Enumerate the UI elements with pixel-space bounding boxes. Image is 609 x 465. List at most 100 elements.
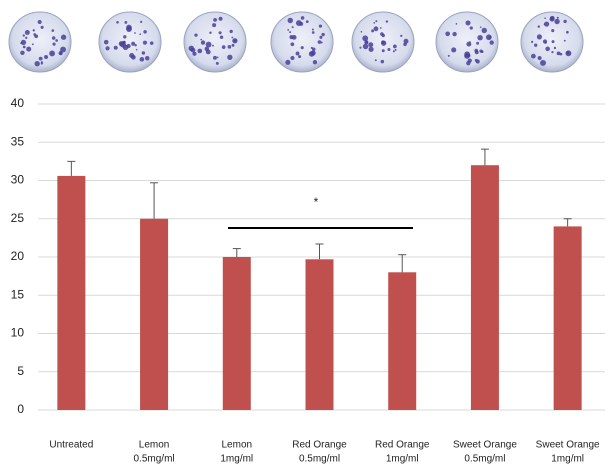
colony xyxy=(448,55,450,57)
y-tick-label: 30 xyxy=(11,173,25,187)
x-tick-label: Sweet Orange xyxy=(453,440,517,451)
colony xyxy=(52,43,55,46)
colony xyxy=(468,58,472,62)
page: * 0510152025303540UntreatedLemon0.5mg/ml… xyxy=(0,0,609,465)
error-bar xyxy=(150,183,158,219)
colony xyxy=(25,37,27,39)
colony xyxy=(200,39,202,41)
colony xyxy=(145,56,150,61)
colony xyxy=(217,57,219,59)
colony xyxy=(312,28,314,30)
colony xyxy=(403,43,406,46)
error-bar xyxy=(564,219,572,227)
bar xyxy=(140,219,168,410)
colony xyxy=(33,33,36,36)
bar xyxy=(554,226,582,410)
x-tick-label: 1mg/ml xyxy=(220,454,253,465)
colony xyxy=(140,57,145,62)
colony xyxy=(452,32,456,36)
colony xyxy=(227,55,232,60)
colony xyxy=(551,51,553,53)
colony xyxy=(565,50,571,56)
colony xyxy=(122,41,125,44)
colony xyxy=(393,50,395,52)
colony xyxy=(60,47,66,53)
error-bar xyxy=(67,161,75,176)
colony xyxy=(290,56,294,60)
colony xyxy=(232,44,235,47)
colony xyxy=(306,20,309,23)
colony xyxy=(49,51,55,57)
colony xyxy=(206,42,212,48)
colony xyxy=(230,30,233,33)
colony xyxy=(55,39,58,42)
colony xyxy=(386,20,388,22)
colony xyxy=(368,42,373,47)
colony xyxy=(309,51,315,57)
colony xyxy=(400,35,402,37)
error-bar xyxy=(481,149,489,165)
chart: * 0510152025303540UntreatedLemon0.5mg/ml… xyxy=(0,0,609,465)
bar xyxy=(57,176,85,410)
colony xyxy=(393,45,397,49)
x-tick-label: 0.5mg/ml xyxy=(134,454,175,465)
y-tick-label: 35 xyxy=(11,134,25,148)
colony xyxy=(124,21,127,24)
colony xyxy=(451,47,456,52)
x-tick-label: Sweet Orange xyxy=(536,440,600,451)
colony xyxy=(312,48,316,52)
colony xyxy=(545,42,547,44)
colony xyxy=(312,31,315,34)
bar xyxy=(223,257,251,410)
colony xyxy=(41,26,44,29)
colony xyxy=(371,29,374,32)
colony xyxy=(212,45,214,47)
colony xyxy=(289,31,291,33)
colony xyxy=(220,36,223,39)
colony xyxy=(361,31,363,33)
colony xyxy=(33,29,35,31)
colony xyxy=(285,60,290,65)
colony xyxy=(219,31,222,34)
colony xyxy=(287,29,289,31)
y-tick-label: 40 xyxy=(11,96,25,110)
colony xyxy=(39,57,43,61)
colony xyxy=(21,40,26,45)
colony xyxy=(289,35,293,39)
colony xyxy=(382,49,385,52)
colony xyxy=(299,22,303,26)
colony xyxy=(363,44,369,50)
bar xyxy=(471,165,499,410)
x-tick-label: Lemon xyxy=(139,440,170,451)
colony xyxy=(544,17,546,19)
bar xyxy=(306,259,334,410)
colony xyxy=(490,40,494,44)
colony xyxy=(557,52,561,56)
colony xyxy=(301,16,305,20)
colony xyxy=(213,56,217,60)
colony xyxy=(362,35,368,41)
colony xyxy=(476,42,479,45)
colony xyxy=(375,59,377,61)
colony xyxy=(475,59,478,62)
colony xyxy=(469,41,471,43)
error-bar xyxy=(233,249,241,257)
colony xyxy=(129,53,134,58)
colony xyxy=(116,21,119,24)
colony xyxy=(557,17,559,19)
colony xyxy=(374,26,379,31)
colony xyxy=(231,37,233,39)
y-tick-label: 15 xyxy=(11,287,25,301)
colony xyxy=(531,41,533,43)
colony xyxy=(23,46,26,49)
colony xyxy=(531,54,536,59)
colony xyxy=(395,49,397,51)
colony xyxy=(550,16,555,21)
colony xyxy=(41,62,43,64)
colony xyxy=(489,36,492,39)
colony xyxy=(321,41,323,43)
colony xyxy=(222,45,226,49)
colony xyxy=(134,32,136,34)
colony xyxy=(52,36,56,40)
y-tick-label: 5 xyxy=(17,364,24,378)
